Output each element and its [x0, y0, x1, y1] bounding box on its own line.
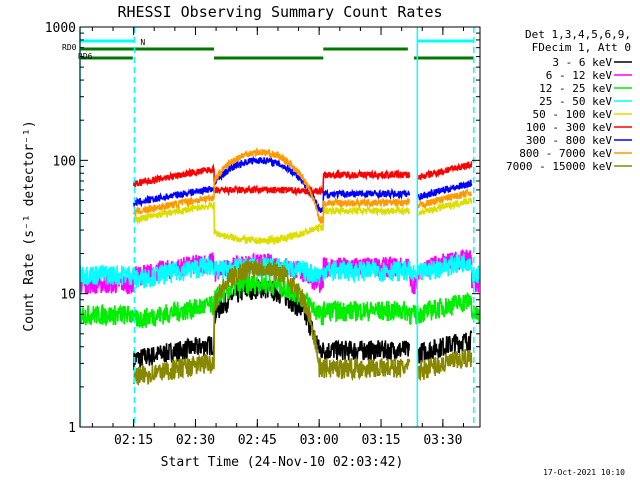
chart-title: RHESSI Observing Summary Count Rates: [117, 3, 442, 21]
legend-label-7: 800 - 7000 keV: [519, 147, 612, 160]
series-line-7: [133, 147, 473, 226]
y-tick-label-3: 1000: [45, 21, 76, 36]
tick-labels: 1 10 100 1000 02:15 02:30 02:45 03:00 03:15 03:30: [45, 21, 463, 448]
legend-label-0: 3 - 6 keV: [552, 56, 612, 69]
series-line-8: [133, 258, 473, 386]
plot-border: [79, 26, 481, 428]
x-tick-label-4: 03:15: [361, 433, 400, 448]
x-tick-label-5: 03:30: [423, 433, 462, 448]
series-line-5: [133, 161, 473, 197]
series-line-4: [133, 197, 473, 246]
bar-label-1: RD6: [78, 52, 93, 61]
x-axis-label: Start Time (24-Nov-10 02:03:42): [161, 455, 404, 470]
state-bar-label-0: N: [140, 38, 145, 47]
legend-label-8: 7000 - 15000 keV: [506, 160, 612, 173]
x-tick-label-3: 03:00: [300, 433, 339, 448]
label-layer: RHESSI Observing Summary Count Rates Sta…: [22, 3, 631, 477]
x-tick-label-1: 02:30: [176, 433, 215, 448]
x-tick-label-2: 02:45: [238, 433, 277, 448]
footer-date: 17-Oct-2021 10:10: [543, 468, 625, 477]
legend-label-5: 100 - 300 keV: [526, 121, 612, 134]
data-area: [80, 147, 480, 386]
legend-label-1: 6 - 12 keV: [546, 69, 613, 82]
legend-header-2: FDecim 1, Att 0: [532, 41, 631, 54]
plot-frame: [79, 26, 481, 428]
legend-label-4: 50 - 100 keV: [533, 108, 613, 121]
legend-label-6: 300 - 800 keV: [526, 134, 612, 147]
x-tick-label-0: 02:15: [114, 433, 153, 448]
y-tick-label-2: 100: [53, 154, 76, 169]
y-tick-label-0: 1: [68, 421, 76, 436]
series-line-6: [133, 155, 473, 213]
y-tick-label-1: 10: [60, 288, 76, 303]
series-line-2: [80, 273, 480, 329]
legend-header-1: Det 1,3,4,5,6,9,: [525, 28, 631, 41]
bar-label-0: RD0: [62, 43, 77, 52]
legend-label-2: 12 - 25 keV: [539, 82, 612, 95]
y-axis-label: Count Rate (s⁻¹ detector⁻¹): [22, 120, 37, 331]
legend-label-3: 25 - 50 keV: [539, 95, 612, 108]
